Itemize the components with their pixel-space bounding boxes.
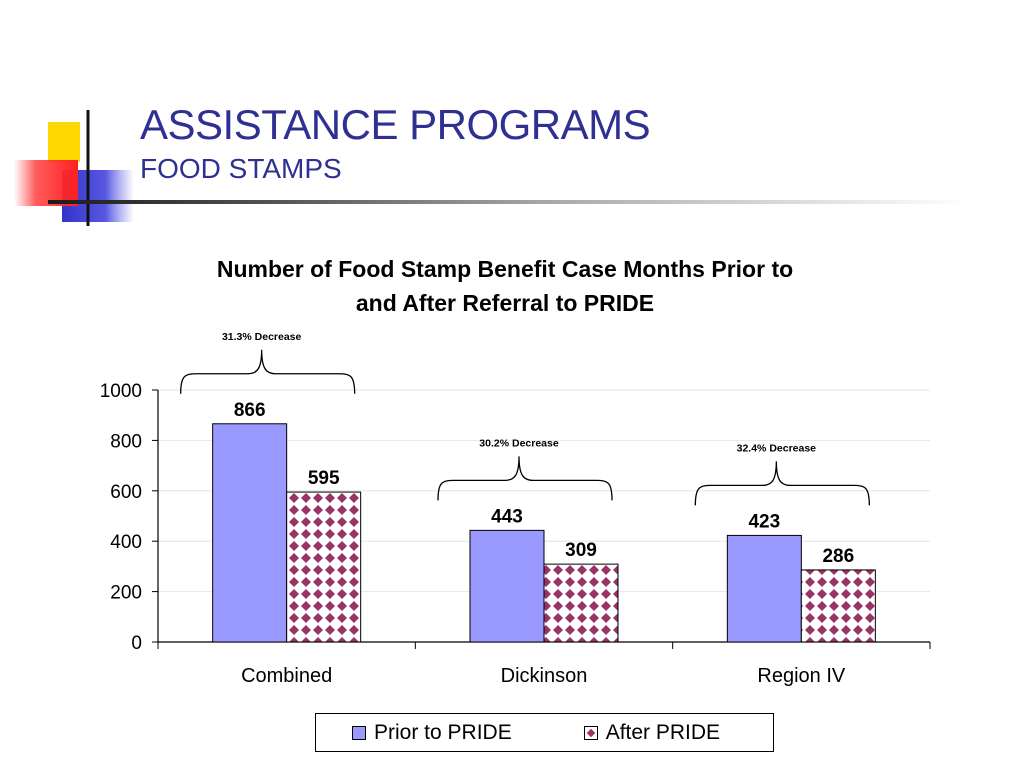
decrease-brace <box>180 349 356 394</box>
data-label: 443 <box>491 506 523 527</box>
bar-prior <box>469 529 545 643</box>
y-tick-label: 800 <box>110 431 142 452</box>
slide-title: ASSISTANCE PROGRAMS <box>140 101 651 148</box>
data-label: 595 <box>308 468 340 489</box>
decrease-brace <box>694 461 870 506</box>
y-tick-label: 1000 <box>100 381 142 402</box>
data-label: 286 <box>822 546 854 567</box>
x-category-label: Dickinson <box>501 665 588 687</box>
bar-prior <box>726 534 802 643</box>
decorative-squares <box>14 110 134 226</box>
chart-title-line-2: and After Referral to PRIDE <box>355 290 655 316</box>
y-tick-label: 0 <box>131 633 142 654</box>
slide-subtitle: FOOD STAMPS <box>140 153 342 184</box>
data-label: 309 <box>565 540 597 561</box>
legend-label-prior: Prior to PRIDE <box>374 720 512 744</box>
legend-label-after: After PRIDE <box>605 720 721 744</box>
decrease-annotation: 31.3% Decrease <box>222 331 302 343</box>
chart-legend: Prior to PRIDE After PRIDE <box>315 713 774 752</box>
legend-item-prior: Prior to PRIDE <box>352 721 512 745</box>
decrease-annotation: 30.2% Decrease <box>479 437 559 449</box>
bar-chart: 0 200 400 600 800 1000 Combined 866 595 31.3% Dec… <box>100 331 931 687</box>
bar-after <box>286 491 362 643</box>
y-tick-label: 200 <box>110 583 142 604</box>
bar-prior <box>212 423 288 643</box>
red-square <box>14 160 76 206</box>
slide-title-block: ASSISTANCE PROGRAMS FOOD STAMPS <box>140 100 651 186</box>
decrease-annotation: 32.4% Decrease <box>737 442 817 454</box>
decrease-brace <box>437 456 613 501</box>
data-label: 866 <box>234 400 266 421</box>
chart-title: Number of Food Stamp Benefit Case Months… <box>150 252 860 320</box>
x-category-label: Combined <box>241 665 332 687</box>
y-tick-label: 400 <box>110 532 142 553</box>
legend-item-after: After PRIDE <box>583 720 721 745</box>
legend-swatch-prior <box>352 725 366 740</box>
data-label: 423 <box>748 511 780 532</box>
title-underline <box>48 200 968 204</box>
x-category-label: Region IV <box>757 665 845 687</box>
legend-swatch-after <box>583 725 598 740</box>
bar-after <box>800 569 876 643</box>
chart-title-line-1: Number of Food Stamp Benefit Case Months… <box>216 256 794 282</box>
bar-after <box>543 563 619 643</box>
yellow-square <box>48 122 80 162</box>
y-tick-label: 600 <box>110 482 142 503</box>
